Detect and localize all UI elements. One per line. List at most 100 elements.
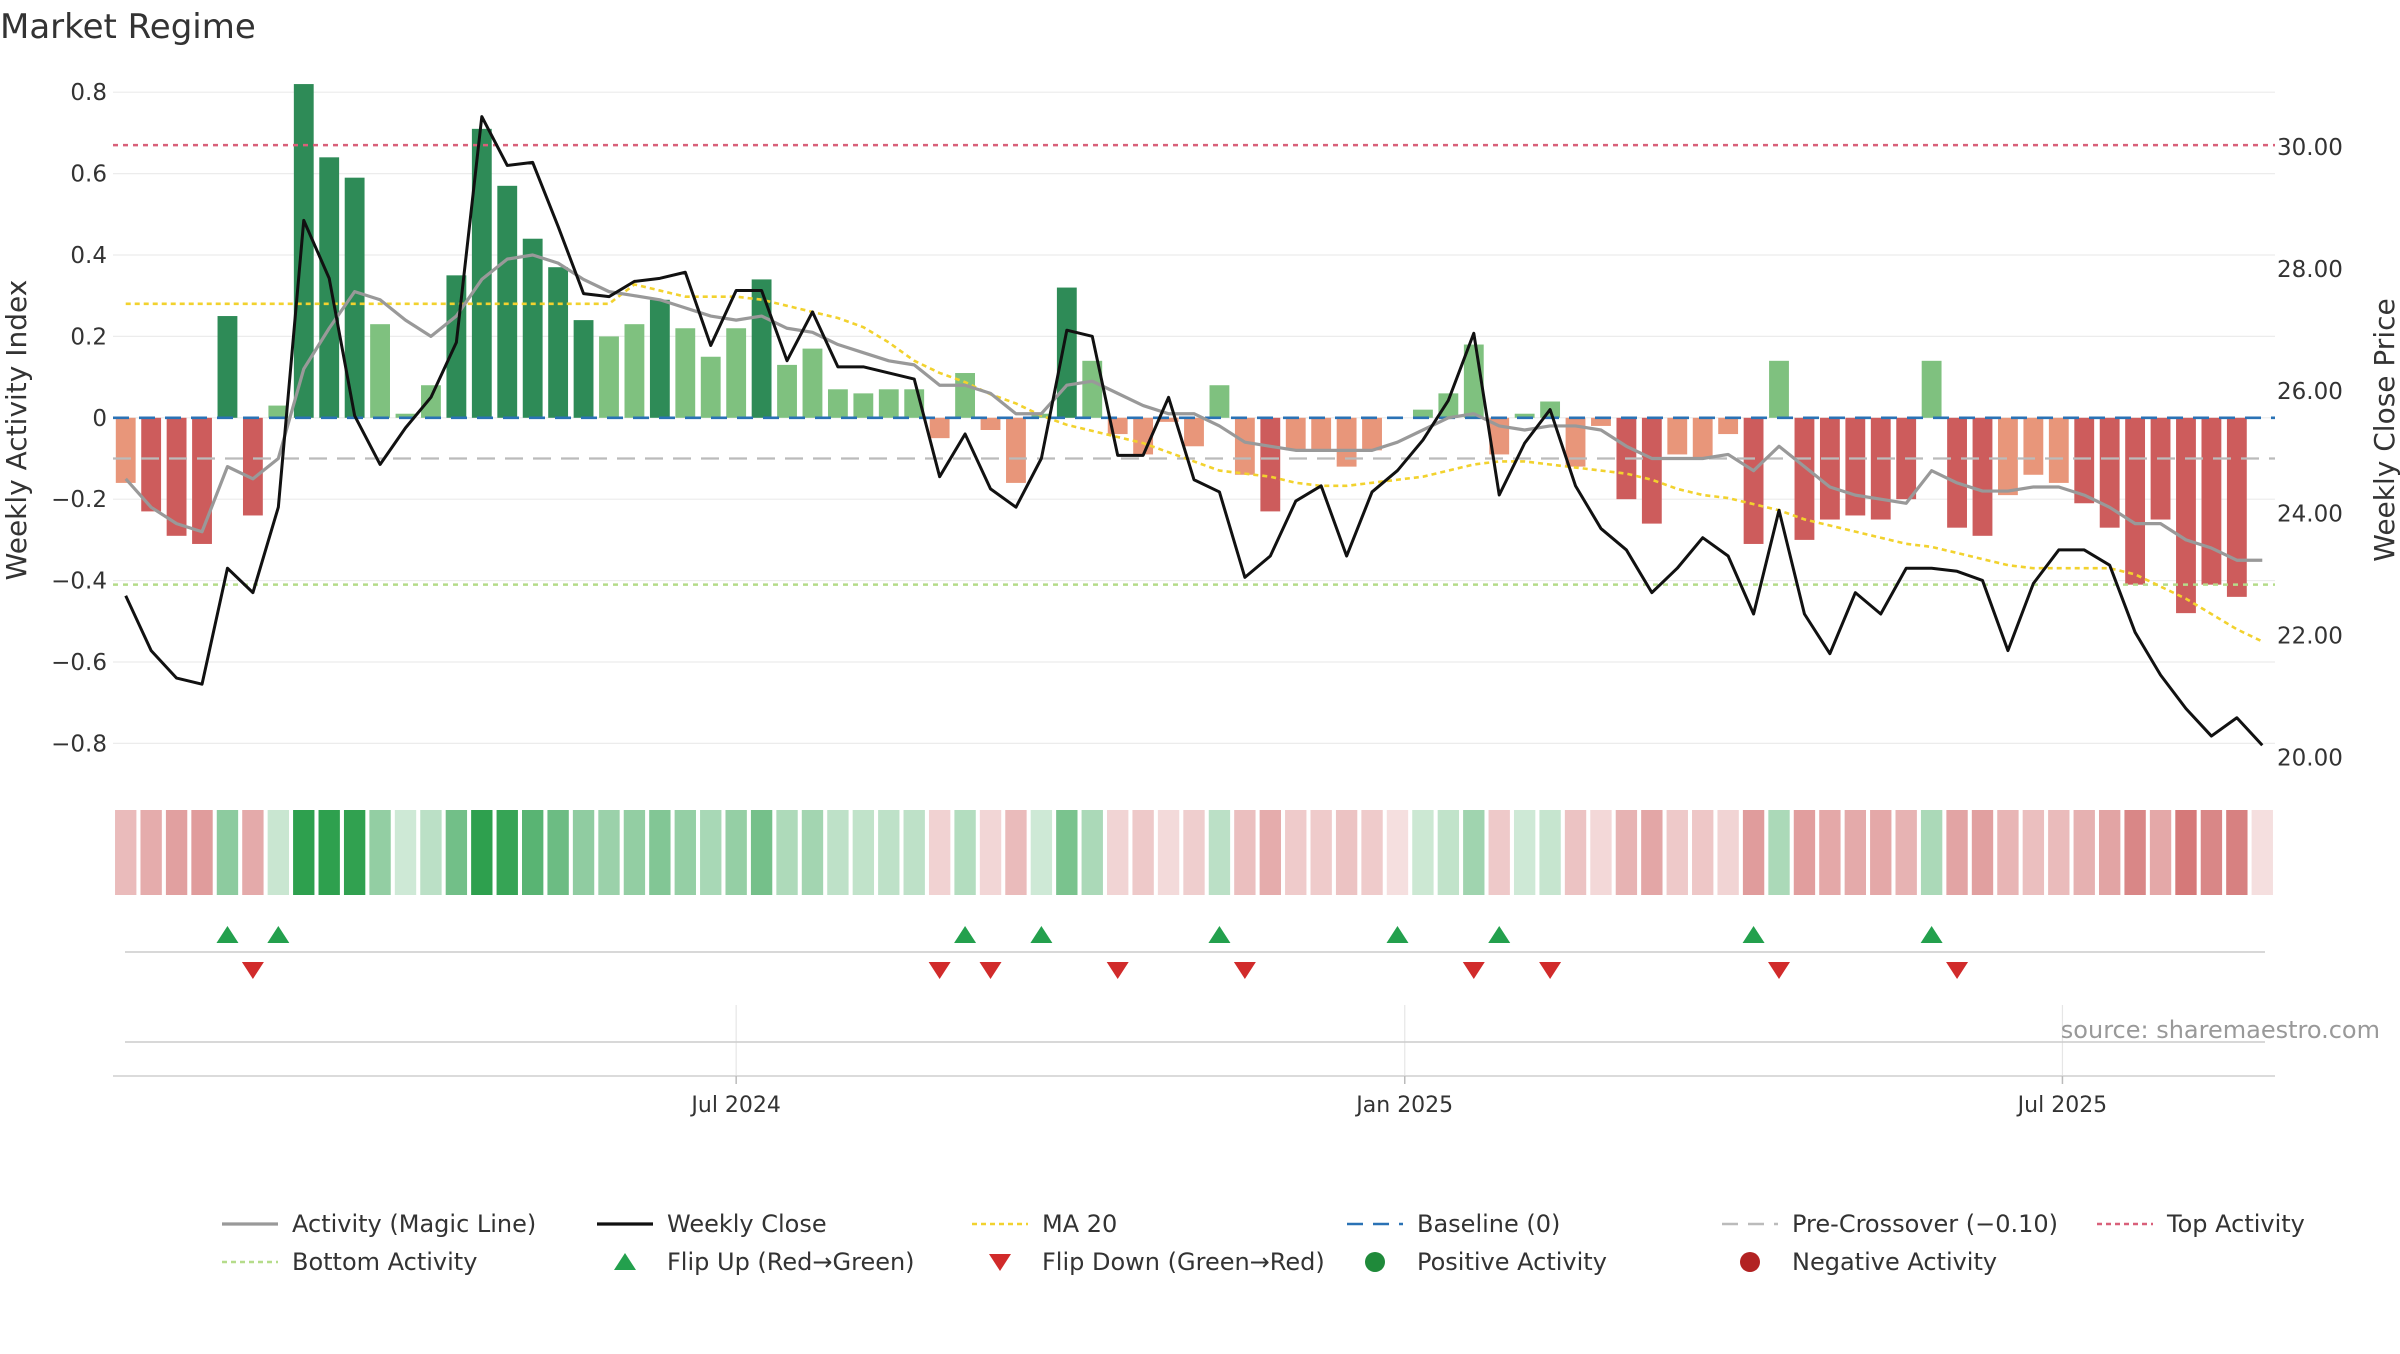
heat-cell-34 — [979, 810, 1002, 895]
heat-cell-13 — [445, 810, 468, 895]
activity-bar-34 — [980, 417, 1001, 430]
legend-item-4: Pre-Crossover (−0.10) — [1722, 1210, 2058, 1238]
heat-cell-61 — [1666, 810, 1688, 895]
left-tick-label-2: 0.4 — [70, 243, 107, 269]
source-label: source: sharemaestro.com — [2061, 1016, 2380, 1044]
flip-down-marker-2 — [979, 962, 1002, 979]
heat-cell-21 — [649, 810, 671, 895]
heat-cell-15 — [496, 810, 518, 895]
heat-cell-40 — [1132, 810, 1154, 895]
activity-bar-11 — [395, 413, 416, 418]
left-tick-label-8: −0.8 — [51, 731, 107, 757]
activity-bar-58 — [1591, 417, 1611, 426]
activity-bar-23 — [700, 356, 721, 418]
left-tick-label-1: 0.6 — [70, 162, 107, 188]
legend-swatch — [614, 1253, 636, 1270]
activity-bar-60 — [1641, 417, 1662, 524]
heat-cell-10 — [369, 810, 391, 895]
heat-cell-64 — [1742, 810, 1765, 895]
activity-bar-24 — [726, 328, 747, 418]
activity-bar-13 — [446, 275, 467, 418]
activity-bar-41 — [1158, 417, 1179, 422]
activity-bar-48 — [1336, 417, 1357, 467]
heat-cell-39 — [1107, 810, 1129, 895]
heat-cell-68 — [1844, 810, 1867, 895]
heat-cell-69 — [1870, 810, 1892, 895]
heat-cell-75 — [2022, 810, 2045, 895]
ma20-line — [125, 283, 2263, 643]
activity-bar-18 — [573, 320, 594, 418]
heat-cell-27 — [801, 810, 824, 895]
heat-cell-16 — [521, 810, 544, 895]
heat-cell-84 — [2251, 810, 2273, 895]
heat-cell-63 — [1717, 810, 1739, 895]
heat-cell-49 — [1361, 810, 1383, 895]
heat-cell-74 — [1997, 810, 2019, 895]
legend-swatch — [989, 1254, 1011, 1271]
flip-up-marker-4 — [1208, 926, 1231, 943]
activity-bar-32 — [929, 417, 950, 439]
legend-swatch — [1365, 1252, 1385, 1272]
heat-cell-70 — [1895, 810, 1917, 895]
activity-bar-8 — [319, 157, 340, 418]
activity-bar-71 — [1921, 360, 1942, 418]
weekly-close-line — [124, 115, 2264, 747]
axes: 0.8 0.6 0.4 0.2 0 −0.2 −0.4 −0.6 −0.8 30.00 28.00 2… — [0, 80, 2400, 1118]
activity-bar-74 — [1998, 417, 2018, 496]
activity-bar-30 — [878, 389, 899, 418]
legend-label: Bottom Activity — [292, 1248, 477, 1276]
activity-bar-25 — [751, 279, 772, 418]
activity-bar-81 — [2176, 417, 2196, 614]
heat-cell-78 — [2098, 810, 2121, 895]
flip-up-marker-7 — [1742, 926, 1765, 943]
right-tick-label-4: 22.00 — [2277, 623, 2343, 649]
left-tick-label-6: −0.4 — [51, 569, 107, 595]
heat-cell-55 — [1513, 810, 1536, 895]
heat-cell-9 — [343, 810, 366, 895]
legend-label: Weekly Close — [667, 1210, 827, 1238]
activity-bar-9 — [344, 177, 365, 418]
flip-up-marker-8 — [1920, 926, 1943, 943]
heat-cell-65 — [1768, 810, 1790, 895]
left-tick-label-7: −0.6 — [51, 650, 107, 676]
legend-label: Negative Activity — [1792, 1248, 1997, 1276]
heat-cell-30 — [878, 810, 900, 895]
activity-bar-73 — [1972, 417, 1993, 536]
legend-label: Baseline (0) — [1417, 1210, 1560, 1238]
activity-bar-1 — [141, 417, 162, 512]
activity-bar-55 — [1514, 413, 1535, 418]
right-tick-label-5: 20.00 — [2277, 745, 2343, 771]
heat-cell-41 — [1157, 810, 1180, 895]
chart-title: Market Regime — [0, 7, 256, 47]
heat-cell-51 — [1412, 810, 1434, 895]
flip-up-marker-2 — [954, 926, 977, 943]
left-tick-label-5: −0.2 — [51, 487, 107, 513]
activity-bars — [115, 84, 2247, 614]
activity-heat-strip — [115, 810, 2273, 895]
heat-cell-17 — [547, 810, 569, 895]
activity-bar-29 — [853, 393, 874, 418]
heat-cell-31 — [903, 810, 925, 895]
heat-cell-50 — [1386, 810, 1409, 895]
activity-bar-16 — [522, 238, 543, 418]
flip-up-marker-1 — [267, 926, 290, 943]
heat-cell-2 — [165, 810, 188, 895]
heat-cell-18 — [572, 810, 595, 895]
heat-cell-37 — [1056, 810, 1078, 895]
activity-bar-6 — [268, 405, 289, 418]
activity-bar-43 — [1209, 385, 1230, 418]
heat-cell-12 — [420, 810, 442, 895]
activity-bar-22 — [675, 328, 696, 418]
heat-cell-45 — [1259, 810, 1281, 895]
legend-item-10: Negative Activity — [1740, 1248, 1997, 1276]
activity-bar-83 — [2226, 417, 2247, 597]
heat-cell-59 — [1615, 810, 1638, 895]
heat-cell-56 — [1539, 810, 1561, 895]
heat-cell-81 — [2175, 810, 2197, 895]
activity-bar-4 — [217, 316, 238, 418]
activity-bar-65 — [1769, 360, 1789, 418]
heat-cell-20 — [623, 810, 646, 895]
flip-down-marker-3 — [1106, 962, 1129, 979]
legend-label: Flip Down (Green→Red) — [1042, 1248, 1325, 1276]
heat-cell-23 — [700, 810, 722, 895]
